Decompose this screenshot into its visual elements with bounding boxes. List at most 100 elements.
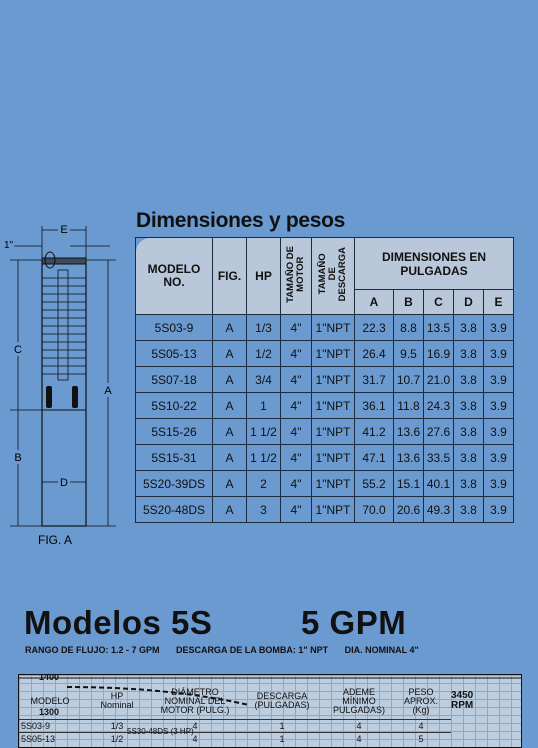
table-cell: 13.6 [393, 418, 424, 445]
spec-cell: 1/3 [81, 719, 153, 733]
table-cell: 3.9 [483, 366, 514, 393]
table-cell: 4" [280, 340, 312, 367]
table-cell: 16.9 [423, 340, 454, 367]
header-motor-label: TAMAÑO DE MOTOR [285, 246, 306, 303]
table-cell: 41.2 [354, 418, 394, 445]
table-cell: 47.1 [354, 444, 394, 471]
table-cell: 3.8 [453, 444, 484, 471]
table-cell: 4" [280, 470, 312, 497]
nominal-diameter: DIA. NOMINAL 4" [344, 645, 419, 655]
fig-label-one-inch: 1" [4, 240, 14, 251]
spec-cell: 4 [391, 719, 451, 733]
table-cell: 5S10-22 [135, 392, 213, 419]
header-dim-d: D [453, 289, 484, 315]
spec-row: 5S03-9 1/3 4 1 4 4 [19, 719, 451, 733]
header-dim-c: C [423, 289, 454, 315]
table-cell: 22.3 [354, 314, 394, 341]
fig-label-d: D [60, 477, 68, 489]
table-cell: 3.9 [483, 340, 514, 367]
table-cell: 4" [280, 392, 312, 419]
spec-header: PESO APROX. (Kg) [403, 686, 438, 715]
table-cell: 1"NPT [311, 470, 355, 497]
table-cell: 70.0 [354, 496, 394, 523]
table-cell: 4" [280, 314, 312, 341]
pump-discharge: DESCARGA DE LA BOMBA: 1" NPT [176, 645, 329, 655]
rpm-label: 3450 RPM [451, 690, 474, 711]
header-hp: HP [246, 237, 281, 315]
spec-cell: 1/2 [81, 732, 153, 745]
table-cell: 13.5 [423, 314, 454, 341]
table-cell: A [212, 470, 247, 497]
table-cell: 3.8 [453, 418, 484, 445]
table-cell: A [212, 366, 247, 393]
table-cell: 5S15-26 [135, 418, 213, 445]
header-motor: TAMAÑO DE MOTOR [280, 237, 312, 315]
table-cell: 4" [280, 496, 312, 523]
table-cell: A [212, 444, 247, 471]
table-row: 5S20-48DS A 3 4" 1"NPT 70.0 20.6 49.3 3.8 3.9 [135, 496, 514, 523]
spec-cell: 4 [327, 732, 391, 745]
spec-cell: 1 [237, 732, 327, 745]
dimensions-title: Dimensiones y pesos [136, 209, 346, 232]
table-cell: 1/3 [246, 314, 281, 341]
table-cell: 31.7 [354, 366, 394, 393]
curve-svg [19, 677, 521, 706]
table-cell: 3.8 [453, 496, 484, 523]
performance-curve [66, 686, 250, 706]
table-cell: 3/4 [246, 366, 281, 393]
table-cell: A [212, 418, 247, 445]
header-modelo: MODELO NO. [135, 237, 213, 315]
header-dim-b: B [393, 289, 424, 315]
models-title: Modelos 5S [24, 604, 213, 641]
table-cell: 11.8 [393, 392, 424, 419]
table-cell: 1"NPT [311, 392, 355, 419]
spec-header: HP Nominal [100, 691, 134, 710]
table-cell: 9.5 [393, 340, 424, 367]
pump-dimension-figure: E 1" C B A D FIG. A [4, 223, 116, 547]
table-cell: A [212, 392, 247, 419]
table-cell: 49.3 [423, 496, 454, 523]
table-row: 5S05-13 A 1/2 4" 1"NPT 26.4 9.5 16.9 3.8 3.9 [135, 340, 514, 367]
table-row: 5S15-31 A 1 1/2 4" 1"NPT 47.1 13.6 33.5 3.8 3.9 [135, 444, 514, 471]
table-cell: 40.1 [423, 470, 454, 497]
table-cell: 5S20-39DS [135, 470, 213, 497]
table-cell: 20.6 [393, 496, 424, 523]
table-cell: 1"NPT [311, 340, 355, 367]
table-cell: 1"NPT [311, 314, 355, 341]
spec-cell: 4 [153, 732, 237, 745]
table-row: 5S03-9 A 1/3 4" 1"NPT 22.3 8.8 13.5 3.8 3.9 [135, 314, 514, 341]
table-cell: 13.6 [393, 444, 424, 471]
table-cell: 4" [280, 444, 312, 471]
header-dimensiones: DIMENSIONES EN PULGADAS [354, 237, 514, 290]
header-descarga: TAMAÑO DE DESCARGA [311, 237, 355, 315]
table-cell: 26.4 [354, 340, 394, 367]
table-cell: 1 1/2 [246, 444, 281, 471]
table-row: 5S07-18 A 3/4 4" 1"NPT 31.7 10.7 21.0 3.8 3.9 [135, 366, 514, 393]
spec-header: DIÁMETRO NOMINAL DEL MOTOR (PULG.) [160, 686, 230, 715]
header-fig: FIG. [212, 237, 247, 315]
spec-cell: 5S05-13 [19, 732, 81, 745]
table-cell: 1 [246, 392, 281, 419]
table-cell: 5S20-48DS [135, 496, 213, 523]
spec-header: ADEME MÍNIMO PULGADAS) [332, 686, 385, 715]
table-cell: 5S05-13 [135, 340, 213, 367]
table-cell: 3.8 [453, 366, 484, 393]
table-cell: 1"NPT [311, 496, 355, 523]
table-cell: 3 [246, 496, 281, 523]
spec-cell: 4 [327, 719, 391, 733]
table-cell: 3.9 [483, 496, 514, 523]
table-cell: 5S15-31 [135, 444, 213, 471]
header-dim-a: A [354, 289, 394, 315]
table-row: 5S10-22 A 1 4" 1"NPT 36.1 11.8 24.3 3.8 3.9 [135, 392, 514, 419]
y-tick-1400: 1400 [39, 674, 60, 682]
spec-cell: 5 [391, 732, 451, 745]
header-descarga-label: TAMAÑO DE DESCARGA [317, 247, 348, 302]
table-cell: 15.1 [393, 470, 424, 497]
table-cell: 33.5 [423, 444, 454, 471]
table-cell: 3.9 [483, 470, 514, 497]
table-cell: 55.2 [354, 470, 394, 497]
fig-label-a: A [104, 385, 112, 397]
curve-label: 5S30-48DS (3 HP) [127, 727, 194, 736]
y-tick-1300: 1300 [39, 707, 60, 717]
fig-label-c: C [14, 344, 22, 356]
